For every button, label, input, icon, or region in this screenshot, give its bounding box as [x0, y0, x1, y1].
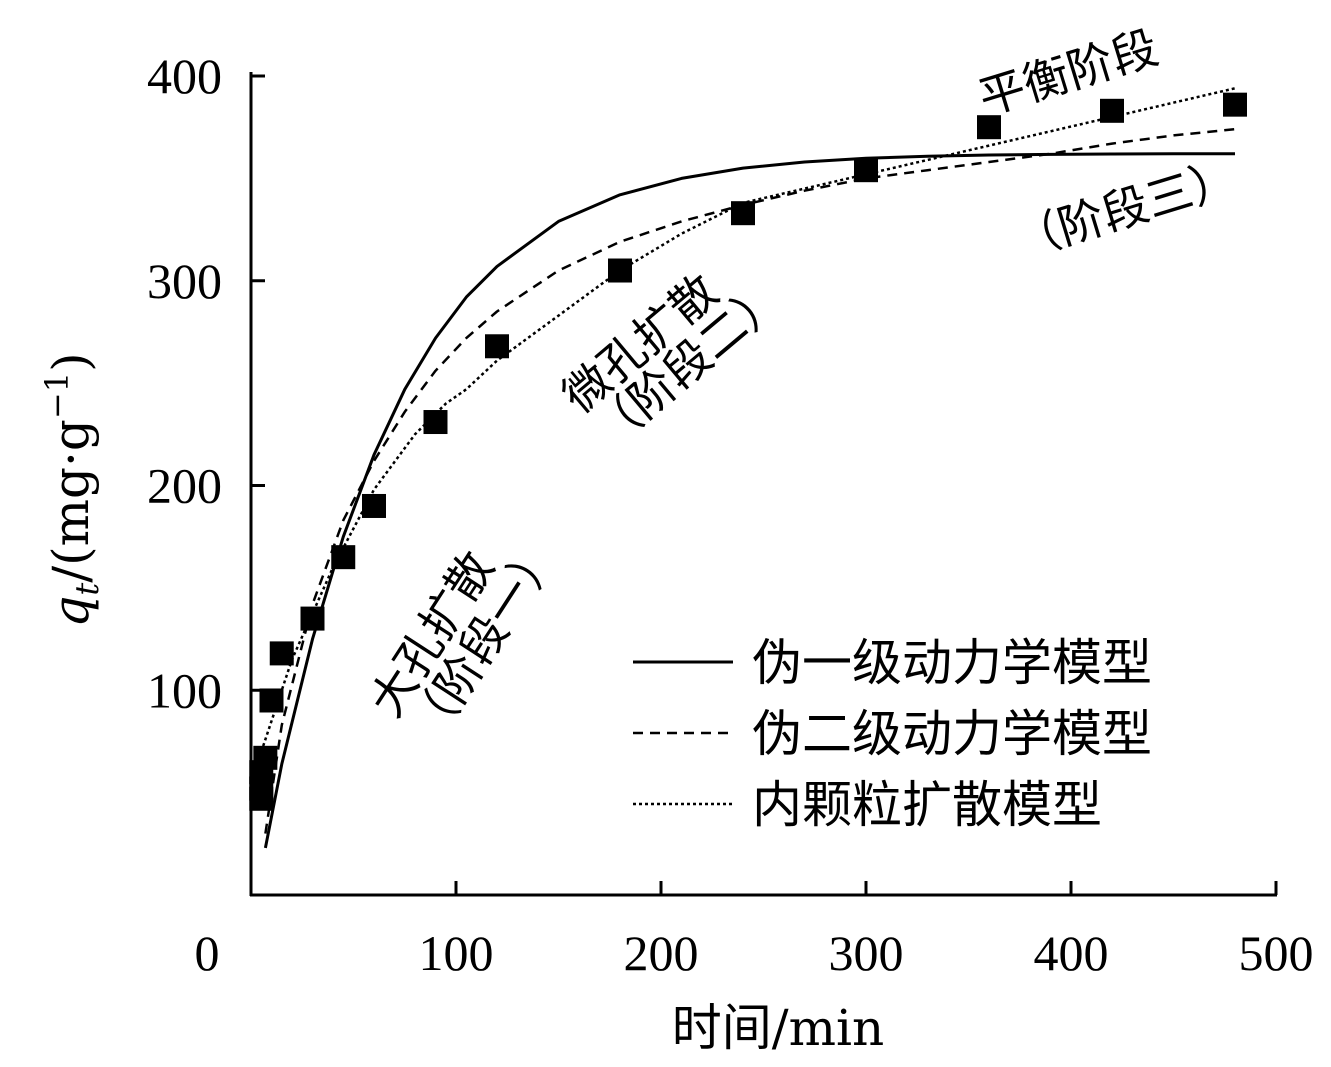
data-point [977, 115, 1001, 140]
curve-pseudo-second-order [264, 127, 1236, 834]
y-tick-group: 100 200 300 400 [147, 48, 265, 718]
x-tick-label: 100 [419, 925, 494, 981]
y-axis-sub: t [68, 583, 106, 596]
x-tick-label: 200 [624, 925, 699, 981]
y-axis-sup: −1 [38, 372, 76, 419]
legend-label-pso: 伪二级动力学模型 [752, 705, 1152, 763]
legend: 伪一级动力学模型 伪二级动力学模型 内颗粒扩散模型 [633, 634, 1152, 834]
y-tick-label: 300 [147, 253, 222, 309]
y-tick-label: 100 [147, 662, 222, 718]
legend-label-pfo: 伪一级动力学模型 [752, 634, 1152, 692]
annotation-stage3-title: 平衡阶段 [972, 20, 1164, 125]
y-axis-unit: /(mg·g [42, 419, 100, 583]
model-curves [260, 87, 1236, 849]
data-point [253, 745, 278, 770]
data-point [423, 410, 448, 435]
data-point [362, 493, 386, 518]
data-point [300, 606, 325, 631]
annotation-stage3-sub: （阶段三） [1007, 150, 1243, 269]
curve-intraparticle-diffusion [260, 87, 1236, 753]
data-point [1223, 92, 1247, 117]
data-point [485, 334, 509, 359]
x-tick-label: 500 [1239, 925, 1314, 981]
data-point [854, 158, 878, 183]
y-axis-end: ) [42, 352, 100, 372]
x-axis-title: 时间/min [672, 999, 884, 1057]
data-point [731, 201, 755, 226]
legend-label-ipd: 内颗粒扩散模型 [752, 776, 1102, 834]
data-point [259, 688, 284, 713]
data-point [608, 258, 632, 283]
curve-pseudo-first-order [263, 152, 1235, 849]
data-point [331, 545, 356, 570]
x-tick-label: 400 [1034, 925, 1109, 981]
y-tick-label: 400 [147, 48, 222, 104]
data-point [269, 641, 294, 666]
x-tick-group: 0 100 200 300 400 500 [195, 881, 1314, 981]
y-tick-label: 200 [147, 458, 222, 514]
y-axis-title: qt/(mg·g−1) [38, 352, 106, 627]
x-tick-label: 0 [195, 925, 220, 981]
data-point [1100, 98, 1124, 123]
y-axis-var: q [42, 596, 100, 628]
experimental-points [249, 92, 1247, 811]
x-tick-label: 300 [829, 925, 904, 981]
